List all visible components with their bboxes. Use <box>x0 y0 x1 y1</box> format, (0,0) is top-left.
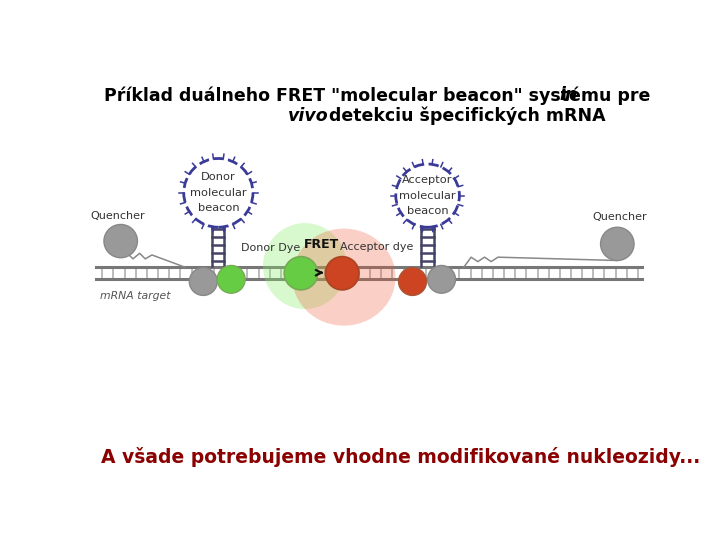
Text: molecular: molecular <box>190 188 247 198</box>
Text: Donor Dye: Donor Dye <box>240 244 300 253</box>
Circle shape <box>217 266 245 293</box>
Text: Quencher: Quencher <box>593 212 647 222</box>
Text: Pŕíklad duálneho FRET "molecular beacon" systému pre: Pŕíklad duálneho FRET "molecular beacon"… <box>104 86 657 105</box>
Text: FRET: FRET <box>304 238 339 251</box>
Text: Acceptor: Acceptor <box>402 175 453 185</box>
Text: Quencher: Quencher <box>91 211 145 221</box>
Circle shape <box>104 225 138 258</box>
Text: mRNA target: mRNA target <box>100 291 171 301</box>
Circle shape <box>189 268 217 295</box>
Text: Acceptor dye: Acceptor dye <box>340 241 413 252</box>
Text: Donor: Donor <box>201 172 235 183</box>
Text: beacon: beacon <box>197 204 239 213</box>
Circle shape <box>325 256 359 290</box>
Text: A všade potrebujeme vhodne modifikované nukleozidy...: A všade potrebujeme vhodne modifikované … <box>101 447 701 467</box>
Text: detekciu špecifických mRNA: detekciu špecifických mRNA <box>323 106 606 125</box>
Circle shape <box>399 268 426 295</box>
Ellipse shape <box>292 228 395 326</box>
Circle shape <box>428 266 456 293</box>
Circle shape <box>284 256 318 290</box>
Text: vivo: vivo <box>288 107 329 125</box>
Text: molecular: molecular <box>400 191 456 201</box>
Text: beacon: beacon <box>407 206 449 216</box>
Circle shape <box>600 227 634 260</box>
Ellipse shape <box>263 223 347 309</box>
Text: in: in <box>559 86 577 104</box>
